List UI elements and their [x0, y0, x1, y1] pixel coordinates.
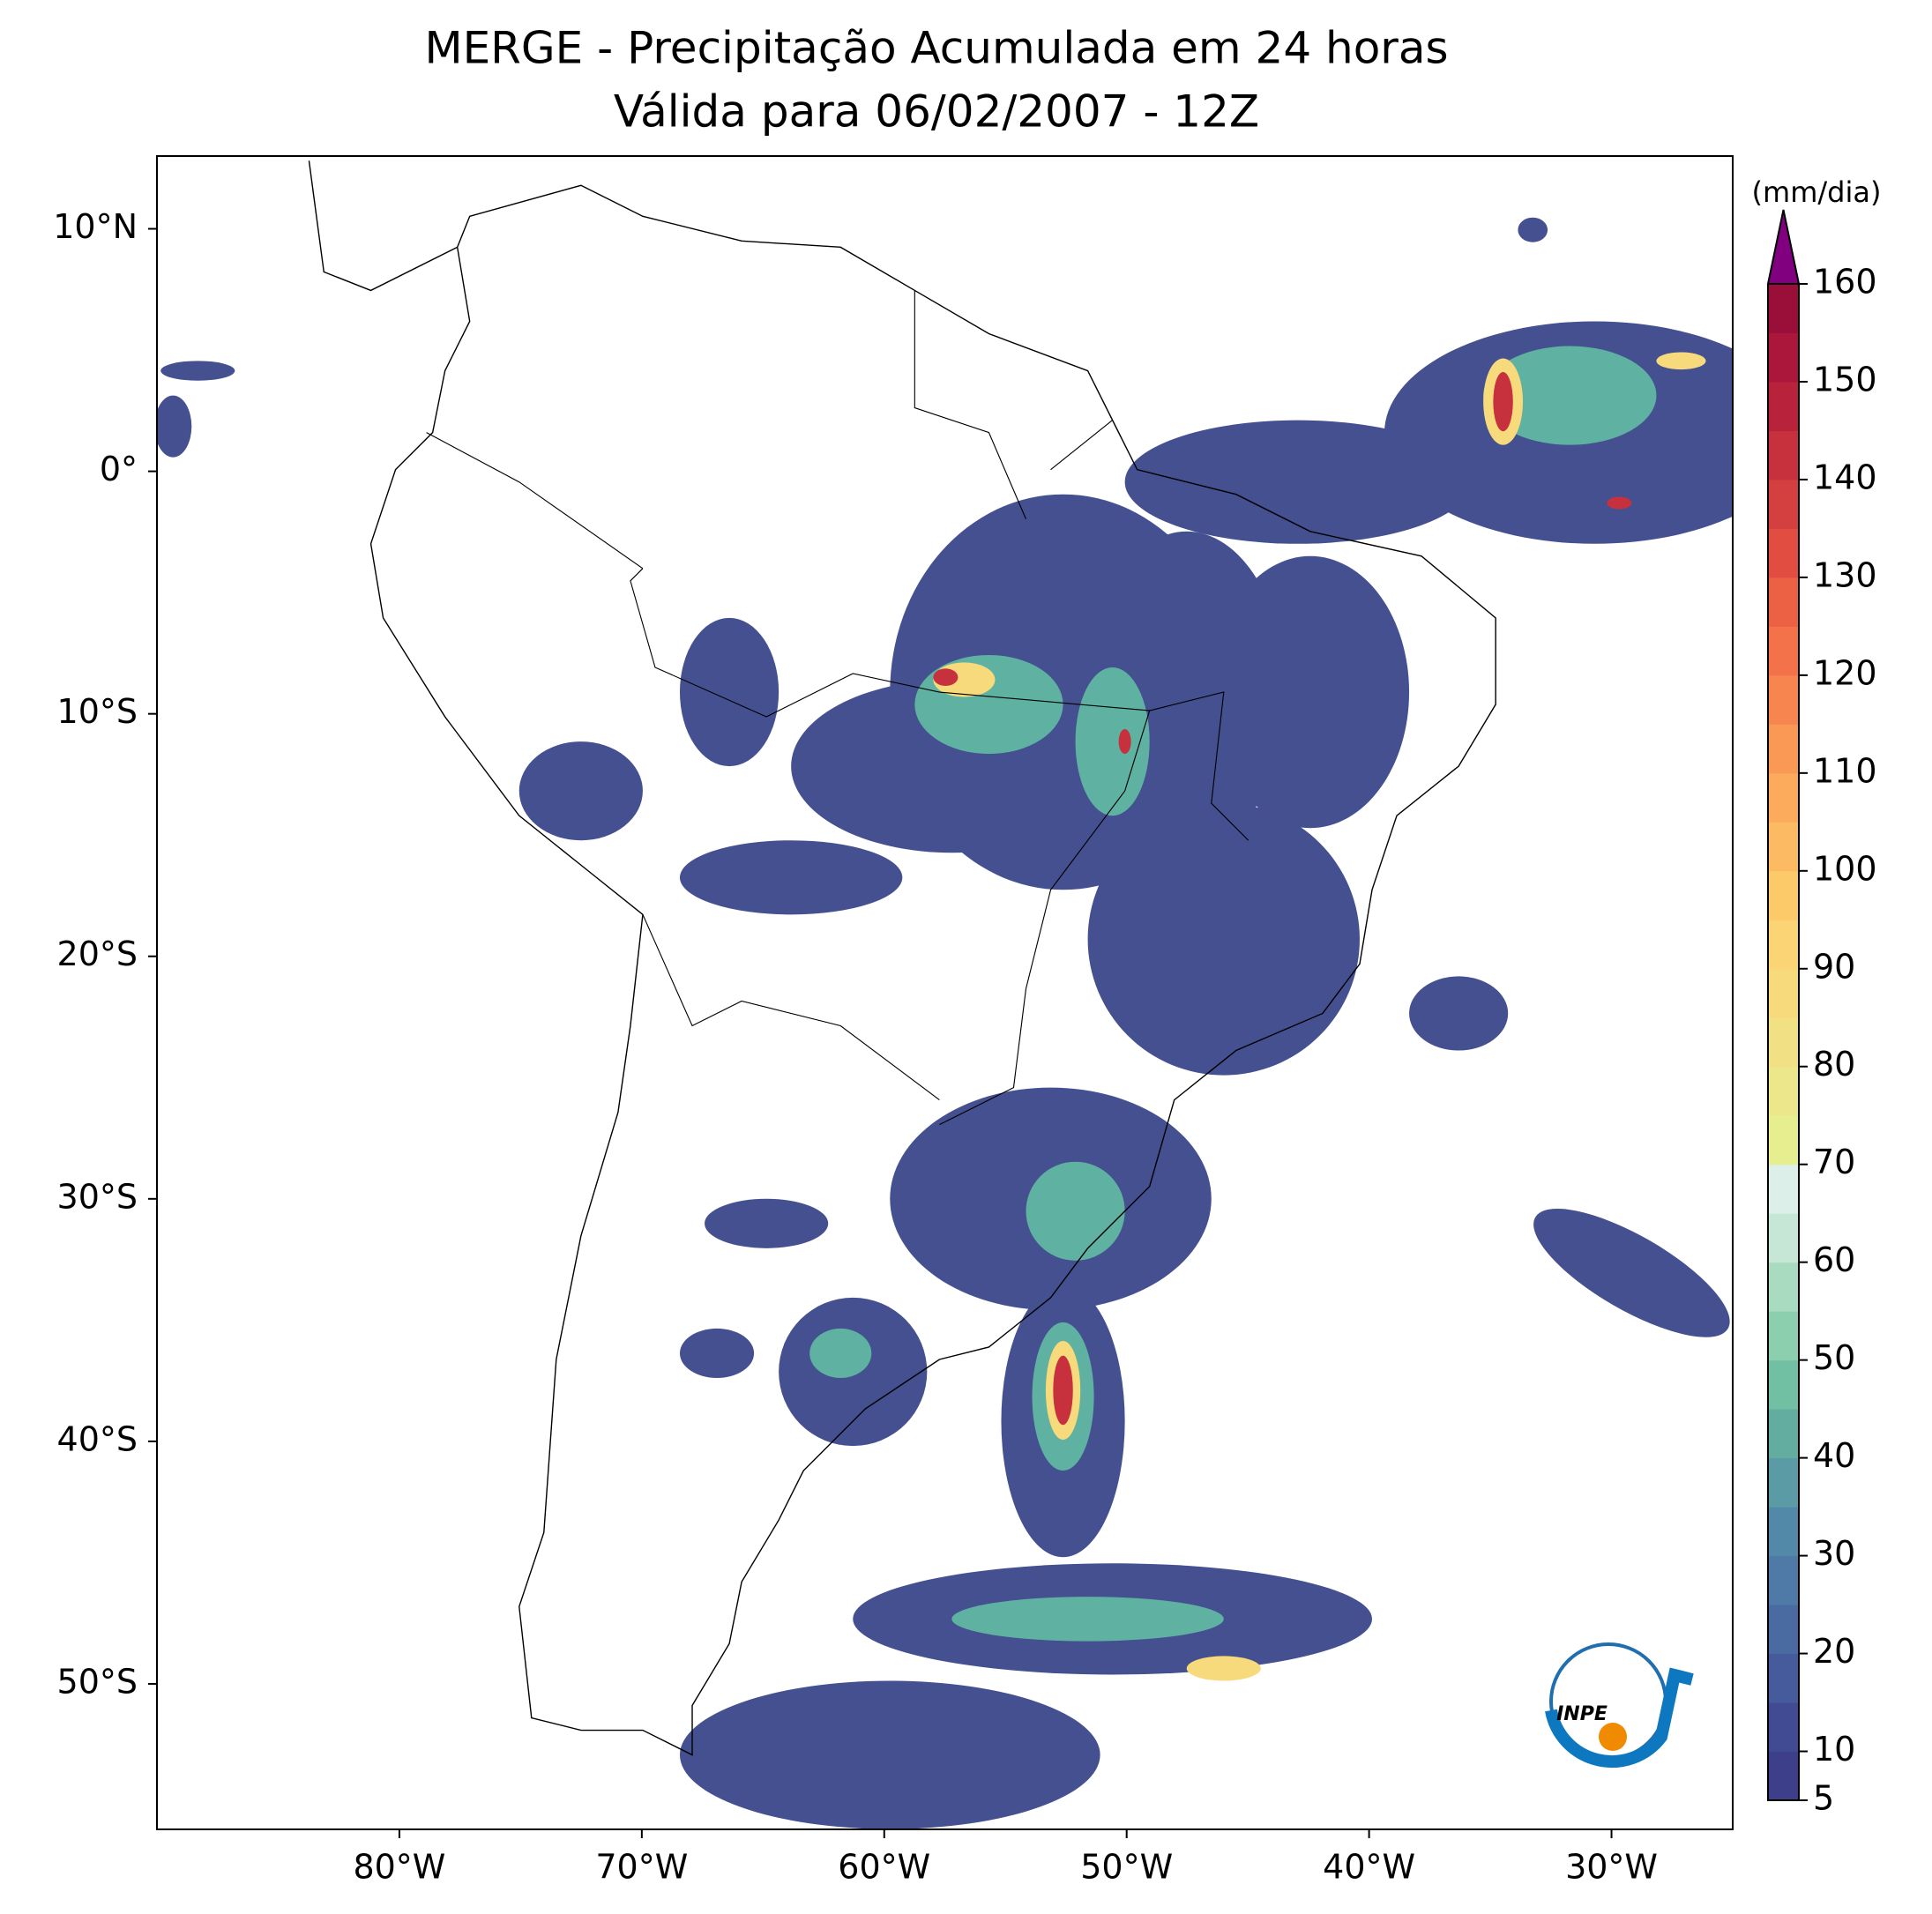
- colorbar-tick-label: 10: [1813, 1730, 1855, 1769]
- title: MERGE - Precipitação Acumulada em 24 hor…: [424, 23, 1448, 74]
- colorbar-band: [1768, 1359, 1799, 1410]
- x-tick-label: 40°W: [1323, 1848, 1415, 1887]
- colorbar-band: [1768, 381, 1799, 431]
- colorbar-band: [1768, 1262, 1799, 1312]
- colorbar-band: [1768, 870, 1799, 920]
- colorbar-band: [1768, 674, 1799, 725]
- colorbar-tick-label: 90: [1813, 947, 1855, 986]
- map-frame: [156, 155, 1734, 1830]
- colorbar-band: [1768, 1213, 1799, 1263]
- y-tick-label: 40°S: [57, 1419, 138, 1458]
- colorbar-tick-label: 80: [1813, 1045, 1855, 1084]
- colorbar-band: [1768, 772, 1799, 823]
- x-tick-label: 30°W: [1565, 1848, 1658, 1887]
- colorbar-band: [1768, 1507, 1799, 1557]
- x-tick-label: 70°W: [595, 1848, 688, 1887]
- rain-peak: [933, 371, 1632, 1426]
- colorbar-band: [1768, 1555, 1799, 1605]
- x-tick-label: 60°W: [838, 1848, 930, 1887]
- colorbar-tick-label: 140: [1813, 458, 1877, 496]
- y-tick-label: 0°: [100, 450, 138, 488]
- colorbar-tick-label: 50: [1813, 1338, 1855, 1377]
- colorbar-tick-label: 110: [1813, 751, 1877, 790]
- colorbar-band: [1768, 1702, 1799, 1753]
- logo-text: INPE: [1556, 1703, 1608, 1725]
- colorbar-band: [1768, 1653, 1799, 1703]
- colorbar-band: [1768, 1605, 1799, 1655]
- colorbar-extend: [1766, 209, 1801, 285]
- y-tick-label: 20°S: [57, 935, 138, 973]
- coastline: [308, 160, 1496, 1756]
- colorbar-band: [1768, 1311, 1799, 1361]
- colorbar-band: [1768, 724, 1799, 774]
- colorbar-band: [1768, 1115, 1799, 1166]
- subtitle: Válida para 06/02/2007 - 12Z: [614, 86, 1259, 138]
- colorbar-band: [1768, 1409, 1799, 1459]
- rain-low: [157, 217, 1733, 1829]
- borders: [426, 290, 1249, 1126]
- colorbar-tick-label: 120: [1813, 653, 1877, 692]
- colorbar-tick-label: 130: [1813, 555, 1877, 594]
- colorbar-band: [1768, 1751, 1799, 1801]
- y-tick-label: 50°S: [57, 1662, 138, 1701]
- colorbar-tick-label: 30: [1813, 1534, 1855, 1573]
- colorbar-band: [1768, 577, 1799, 627]
- logo-sun: [1599, 1723, 1627, 1751]
- colorbar-band: [1768, 822, 1799, 872]
- colorbar-tick-label: 60: [1813, 1240, 1855, 1279]
- colorbar-band: [1768, 332, 1799, 383]
- colorbar-band: [1768, 430, 1799, 480]
- colorbar-tick-label: 5: [1813, 1779, 1834, 1818]
- y-tick-label: 10°S: [57, 692, 138, 731]
- colorbar-band: [1768, 528, 1799, 578]
- colorbar-band: [1768, 968, 1799, 1018]
- map-layer: [157, 160, 1733, 1829]
- colorbar-band: [1768, 1017, 1799, 1068]
- inpe-logo: INPE: [1545, 1642, 1694, 1768]
- colorbar-band: [1768, 1457, 1799, 1508]
- colorbar-band: [1768, 920, 1799, 970]
- colorbar-tick-label: 100: [1813, 849, 1877, 888]
- y-tick-label: 10°N: [53, 207, 138, 246]
- precipitation: [157, 160, 1733, 1829]
- colorbar-tick-label: 160: [1813, 263, 1877, 302]
- colorbar-tick-label: 20: [1813, 1632, 1855, 1671]
- y-tick-label: 30°S: [57, 1177, 138, 1216]
- colorbar-tick-label: 150: [1813, 360, 1877, 398]
- x-tick-label: 80°W: [353, 1848, 445, 1887]
- colorbar-band: [1768, 284, 1799, 333]
- x-tick-label: 50°W: [1080, 1848, 1173, 1887]
- colorbar-label: (mm/dia): [1752, 175, 1882, 209]
- colorbar-frame: [1767, 284, 1800, 1801]
- colorbar-band: [1768, 1066, 1799, 1116]
- colorbar-band: [1768, 479, 1799, 529]
- colorbar-tick-label: 40: [1813, 1436, 1855, 1475]
- logo-arrow: [1545, 1667, 1694, 1768]
- colorbar-band: [1768, 626, 1799, 676]
- colorbar-band: [1768, 1164, 1799, 1214]
- colorbar-tick-label: 70: [1813, 1143, 1855, 1181]
